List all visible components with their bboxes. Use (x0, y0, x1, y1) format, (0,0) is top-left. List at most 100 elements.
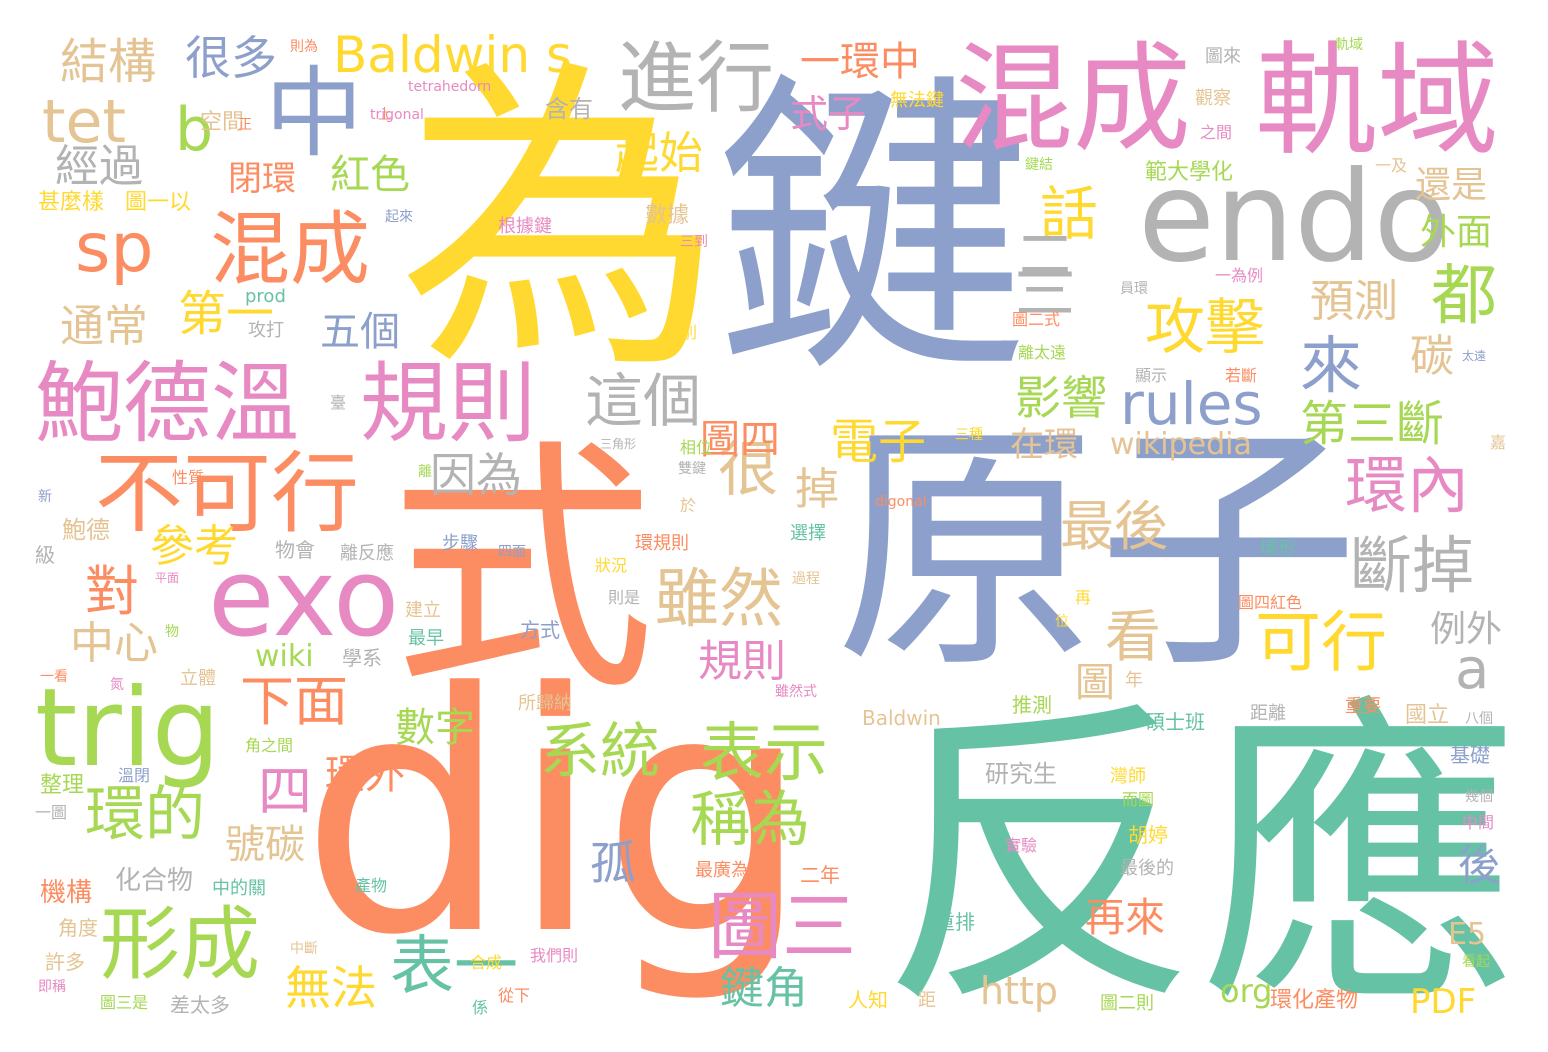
word-jiaozhijian: 角之間 (245, 736, 294, 755)
word-yihuanzhong: 一環中 (800, 39, 920, 85)
word-xuanze: 選擇 (790, 523, 826, 544)
word-disanduan: 第三斷 (1300, 396, 1445, 452)
word-jingguo: 經過 (55, 141, 143, 192)
word-zhongdeguan: 中的關 (212, 878, 266, 899)
word-qilai: 起來 (385, 209, 413, 225)
word-ernian: 二年 (800, 863, 840, 887)
word-gu: 孤 (590, 836, 636, 890)
word-litaiyuan: 離太遠 (1018, 343, 1067, 362)
word-hecheng: 合成 (470, 953, 503, 972)
word-zuihoude: 最後的 (1120, 858, 1174, 879)
word-tet: tet (42, 87, 126, 157)
word-guancha: 觀察 (1195, 88, 1231, 109)
word-womenze: 我們則 (530, 946, 579, 965)
word-chanwu: 產物 (355, 876, 388, 895)
word-lifanying: 離反應 (340, 543, 394, 564)
word-sanzhong: 三種 (955, 427, 983, 443)
word-yitu: 一圖 (35, 803, 68, 822)
word-yiweili: 一為例 (1215, 266, 1264, 285)
word-xingzhi: 性質 (172, 468, 205, 487)
word-chongpai: 重排 (935, 910, 975, 934)
word-chataiduo: 差太多 (170, 993, 230, 1017)
word-guocheng: 過程 (792, 571, 820, 587)
word-juli: 距離 (1250, 703, 1286, 724)
word-jiegou: 結構 (60, 34, 157, 90)
word-trig: trig (35, 666, 221, 791)
word-genjujian: 根據鍵 (498, 216, 552, 237)
word-bihuan: 閉環 (228, 159, 296, 199)
word-nian: 年 (1125, 670, 1143, 691)
word-zhongyao: 重要 (1345, 696, 1381, 717)
word-yinwei: 因為 (430, 448, 522, 502)
word-hutinge: 胡婷 (1128, 823, 1168, 847)
word-e5: E5 (1448, 917, 1487, 952)
word-diyi: 第一 (178, 286, 275, 342)
word-huanwai: 環外 (325, 752, 405, 798)
word-zhengli: 整理 (40, 773, 85, 798)
word-tuershi: 圖二式 (1012, 310, 1061, 329)
word-dianzi: 電子 (830, 414, 927, 470)
word-shi: 式 (390, 418, 655, 726)
word-fanwei: 範大學化 (1145, 160, 1234, 185)
word-trigonal: trigonal (370, 107, 424, 123)
word-jichu: 基礎 (1450, 743, 1490, 767)
word-baode: 鮑德 (62, 516, 110, 544)
word-tai: 臺 (330, 393, 347, 412)
word-yingxiang: 影響 (1015, 371, 1107, 425)
word-waimian: 外面 (1420, 212, 1493, 253)
word-henduo: 很多 (185, 31, 277, 85)
word-fenbie: 分別 (665, 323, 698, 342)
word-kexing: 可行 (1255, 604, 1387, 681)
word-xianshi: 顯示 (1135, 366, 1168, 385)
word-zhege: 這個 (585, 367, 702, 435)
word-taiyuan: 太遠 (1462, 349, 1487, 363)
word-yuanhuan: 員環 (1120, 281, 1148, 297)
word-ruoduan: 若斷 (1225, 366, 1258, 385)
word-rules: rules (1120, 370, 1263, 438)
word-jigou: 機構 (40, 878, 93, 908)
word-sanjiaoxing: 三角形 (600, 437, 637, 451)
word-kongjian: 空間 (200, 110, 245, 135)
word-hanyou: 含有 (545, 95, 593, 123)
word-duandiao: 斷掉 (1350, 529, 1475, 602)
word-http: http (980, 969, 1059, 1013)
word-xiangwei: 相位 (680, 438, 713, 457)
word-xuexi: 學系 (342, 646, 382, 670)
word-xuduo: 許多 (45, 950, 85, 974)
word-yiji: 一及 (1375, 156, 1408, 175)
word-ji: 級 (35, 543, 55, 567)
word-huahewu: 化合物 (115, 866, 194, 896)
word-zhongduan: 中斷 (290, 941, 318, 957)
word-endo: endo (1138, 145, 1450, 290)
word-baldwins: Baldwin s (333, 26, 572, 84)
word-shuangjian: 雙鍵 (678, 461, 706, 477)
word-wiki: wiki (255, 639, 314, 674)
word-jianjiao: 鍵角 (720, 963, 808, 1014)
word-wikipedia: wikipedia (1110, 427, 1252, 462)
word-pdf: PDF (1410, 982, 1477, 1022)
word-tulai: 圖來 (1205, 46, 1241, 67)
word-ertu: 而圖 (1122, 790, 1155, 809)
word-xitong: 系統 (540, 717, 660, 787)
word-jinxing: 進行 (618, 34, 775, 124)
word-shizi: 式子 (790, 92, 867, 136)
word-gongda: 攻打 (248, 320, 284, 341)
word-bukexing: 不可行 (95, 442, 360, 545)
word-guiyu: 軌域 (1255, 30, 1499, 172)
word-wenbi: 溫閉 (118, 766, 151, 785)
word-shuoshiban: 碩士班 (1145, 710, 1205, 734)
word-gongji: 攻擊 (1145, 293, 1265, 363)
word-tusi: 圖四 (700, 417, 780, 463)
word-dou: 都 (1420, 260, 1497, 326)
word-lai: 來 (1300, 329, 1363, 402)
word-hongse: 紅色 (330, 152, 410, 198)
word-tusihongse: 圖四紅色 (1238, 593, 1303, 612)
word-yu: 於 (680, 496, 697, 515)
word-tusan: 圖三 (708, 884, 856, 970)
word-dig: dig (300, 623, 811, 1007)
word-qishi: 起始 (615, 128, 703, 179)
word-wei-big: 為 (398, 33, 723, 412)
word-shenmeyang: 甚麼樣 (38, 190, 105, 215)
word-wu: 物 (165, 624, 179, 640)
word-guize2: 規則 (698, 636, 786, 687)
